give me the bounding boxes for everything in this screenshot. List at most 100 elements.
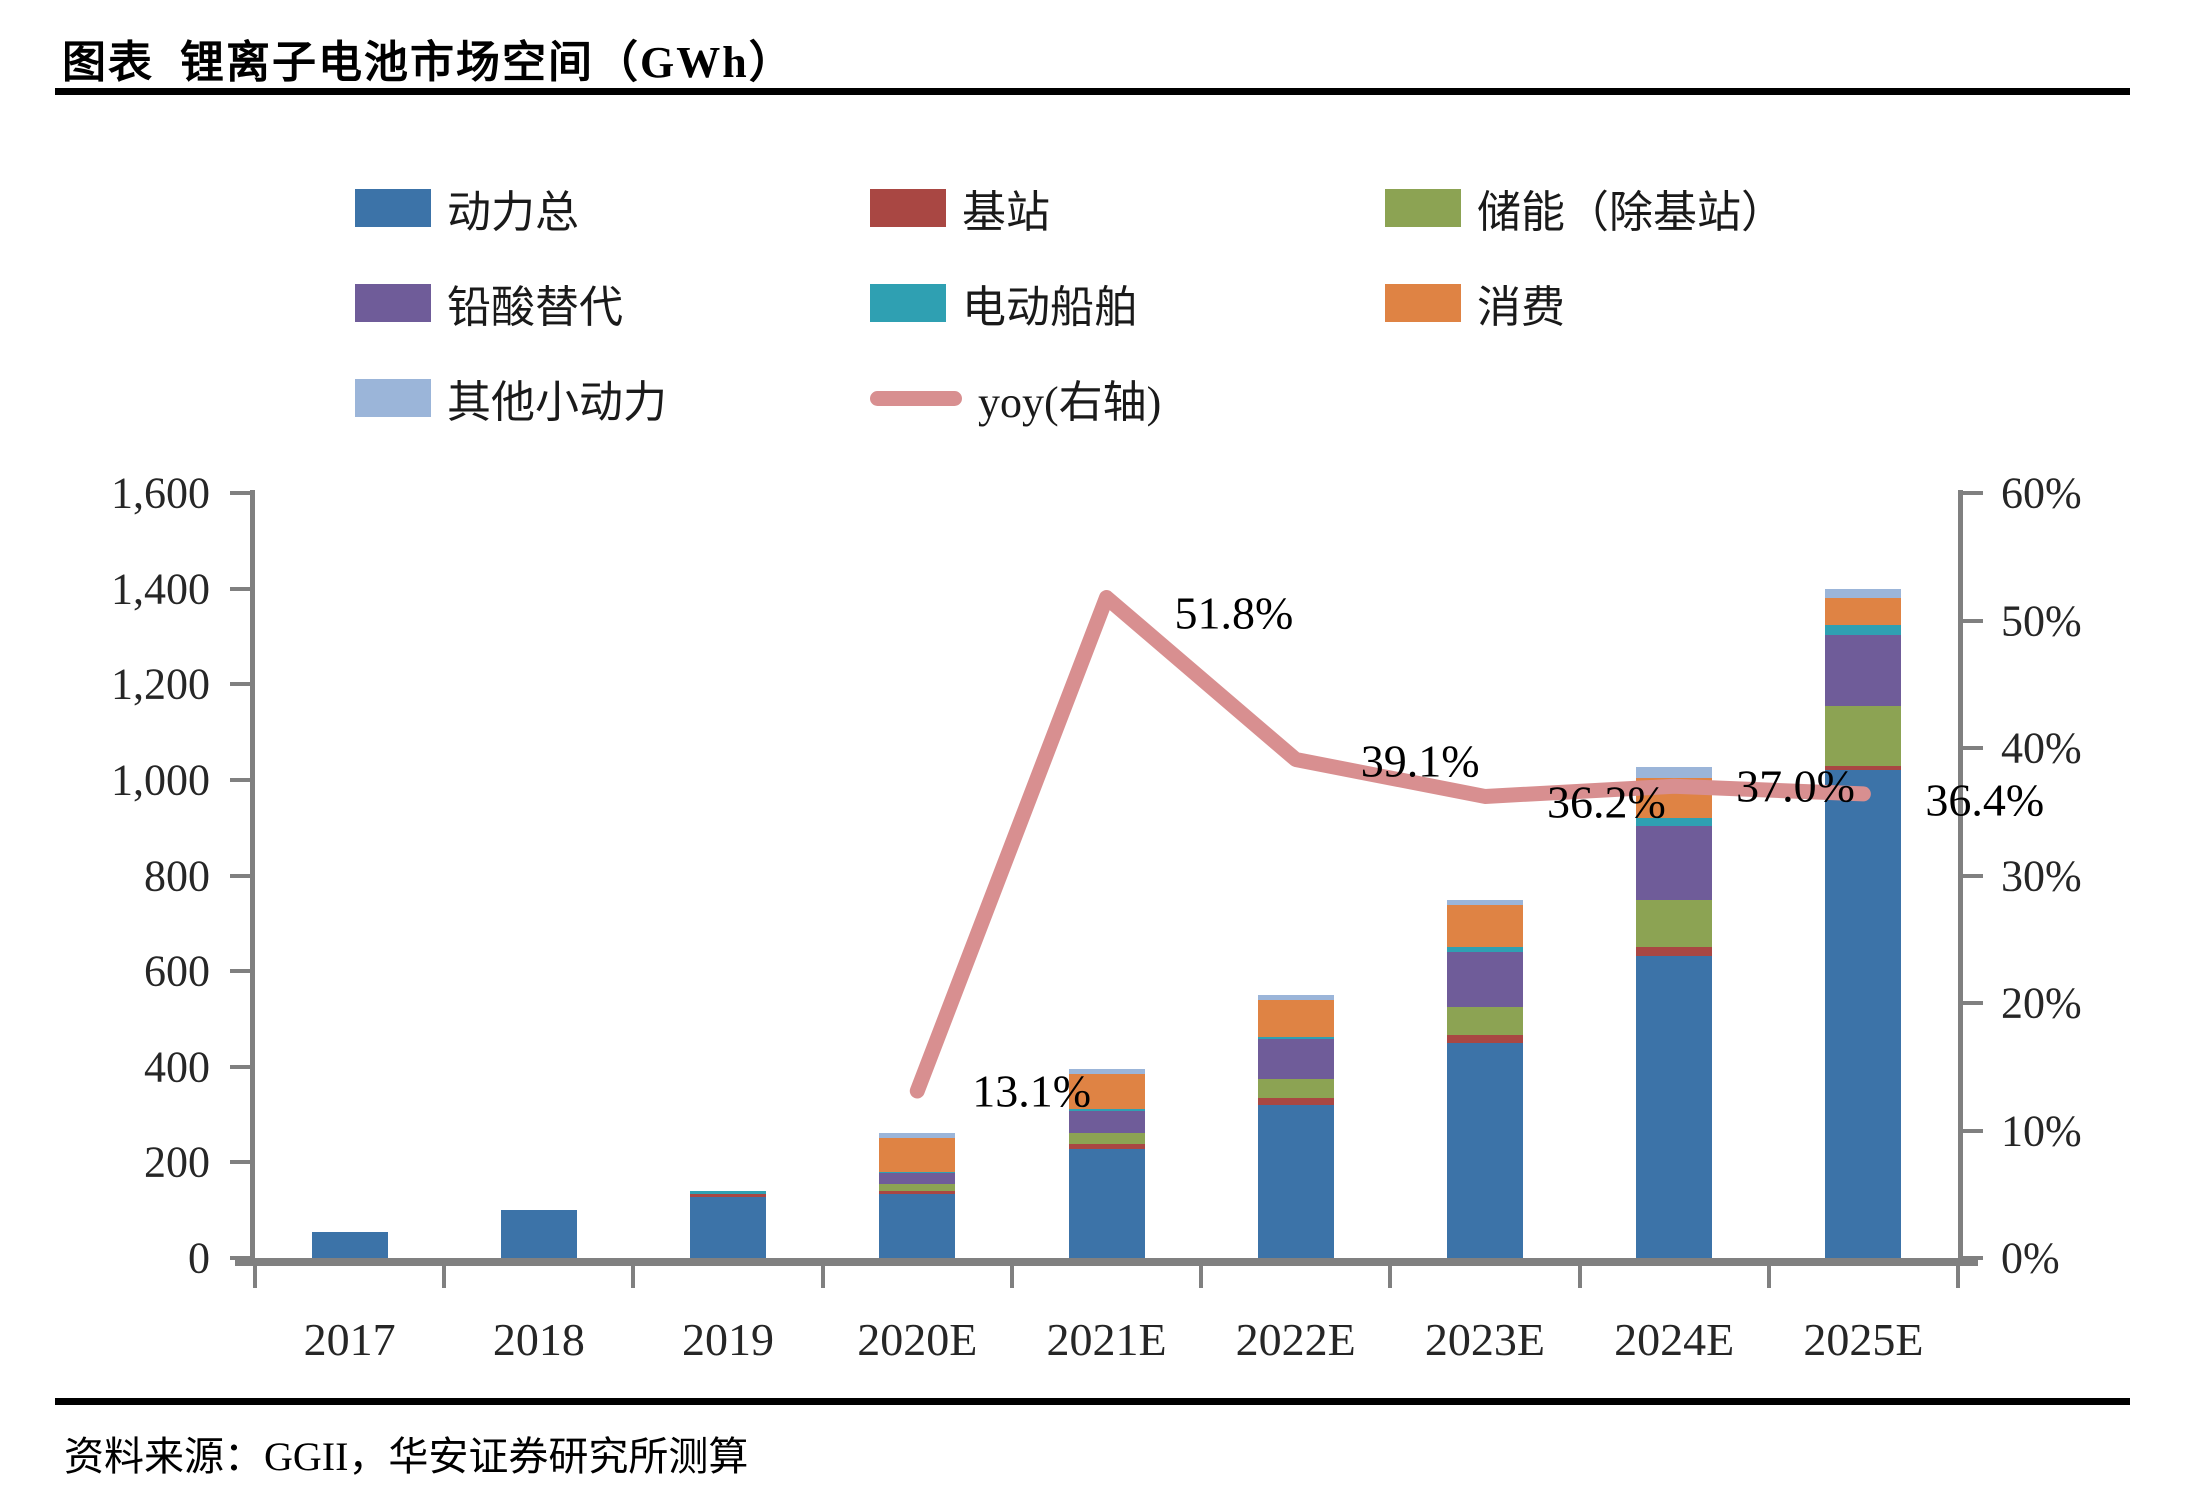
left-axis-tick-label: 800 — [144, 851, 210, 900]
yoy-point-label: 39.1% — [1360, 735, 1480, 787]
legend-item-8: yoy(右轴) — [870, 368, 1161, 428]
right-axis-tick-label: 20% — [2001, 978, 2082, 1028]
footer-divider — [55, 1398, 2130, 1405]
legend-label: yoy(右轴) — [978, 378, 1162, 427]
chart-title: 图表 锂离子电池市场空间（GWh） — [62, 38, 795, 87]
bar-segment-电动船舶 — [690, 1191, 767, 1195]
right-axis-tick — [1963, 746, 1983, 750]
bar-segment-铅酸替代 — [1446, 951, 1523, 1007]
bar-segment-消费 — [879, 1137, 956, 1172]
x-axis-category-label: 2019 — [682, 1314, 775, 1365]
left-axis-tick — [230, 969, 250, 974]
bar-segment-消费 — [1257, 999, 1334, 1037]
legend-label: 储能（除基站） — [1477, 188, 1785, 237]
legend-item-3: 储能（除基站） — [1385, 178, 1785, 238]
right-axis-tick — [1963, 1128, 1983, 1133]
bar-segment-消费 — [1825, 598, 1902, 625]
x-axis-category-label: 2017 — [303, 1314, 396, 1365]
bar-segment-动力总 — [1446, 1042, 1523, 1258]
right-axis-tick-label: 30% — [2001, 851, 2082, 900]
bar-segment-电动船舶 — [1446, 946, 1523, 952]
x-axis-category-label: 2021E — [1046, 1314, 1167, 1365]
left-axis-tick-label: 600 — [144, 946, 210, 996]
left-axis-tick — [230, 586, 250, 591]
legend-swatch-icon — [1385, 189, 1461, 227]
legend-item-6: 消费 — [1385, 273, 1565, 333]
left-axis-tick — [230, 777, 250, 782]
bar-segment-铅酸替代 — [1068, 1111, 1145, 1134]
left-axis-line — [250, 490, 255, 1258]
x-axis-category-label: 2018 — [492, 1314, 585, 1365]
left-axis-tick-label: 1,400 — [111, 564, 210, 614]
left-axis-tick — [230, 682, 250, 687]
left-axis-tick-label: 0 — [188, 1233, 210, 1283]
left-axis-tick — [230, 1064, 250, 1069]
right-axis-tick-label: 50% — [2001, 596, 2082, 645]
bar-segment-储能（除基站） — [1636, 900, 1713, 948]
legend-swatch-icon — [355, 284, 431, 322]
bar-segment-其他小动力 — [1825, 588, 1902, 599]
bar-segment-储能（除基站） — [1825, 706, 1902, 766]
legend-swatch-icon — [355, 189, 431, 227]
bar-segment-铅酸替代 — [1825, 635, 1902, 707]
left-axis-tick-label: 1,600 — [111, 468, 210, 518]
bar-segment-基站 — [690, 1194, 767, 1197]
bar-segment-电动船舶 — [1068, 1109, 1145, 1112]
bar-segment-动力总 — [1257, 1105, 1334, 1258]
bar-segment-动力总 — [311, 1231, 388, 1258]
x-axis-tick — [442, 1266, 447, 1288]
bar-segment-储能（除基站） — [1257, 1078, 1334, 1098]
right-axis-tick — [1963, 618, 1983, 623]
bar-segment-储能（除基站） — [1068, 1133, 1145, 1145]
right-axis-tick — [1963, 1001, 1983, 1005]
legend-item-7: 其他小动力 — [355, 368, 667, 428]
legend-label: 消费 — [1477, 283, 1565, 332]
x-axis-category-label: 2022E — [1235, 1314, 1356, 1365]
bar-segment-动力总 — [500, 1210, 577, 1258]
right-axis-tick-label: 0% — [2001, 1233, 2060, 1283]
legend-swatch-icon — [355, 379, 431, 417]
x-axis-tick — [1956, 1266, 1960, 1288]
x-axis-tick — [1199, 1266, 1204, 1288]
x-axis-category-label: 2024E — [1614, 1314, 1735, 1365]
yoy-point-label: 51.8% — [1174, 587, 1294, 639]
x-axis-tick — [1388, 1266, 1393, 1288]
legend-item-4: 铅酸替代 — [355, 273, 623, 333]
yoy-point-label: 36.2% — [1546, 776, 1666, 828]
left-axis-tick — [230, 491, 250, 495]
x-axis-category-label: 2020E — [857, 1314, 978, 1365]
legend-label: 铅酸替代 — [447, 283, 623, 332]
bar-segment-储能（除基站） — [879, 1183, 956, 1192]
bar-segment-铅酸替代 — [879, 1172, 956, 1184]
yoy-point-label: 13.1% — [972, 1065, 1092, 1117]
bar-segment-动力总 — [1825, 770, 1902, 1258]
bar-segment-铅酸替代 — [1257, 1039, 1334, 1079]
yoy-point-label: 37.0% — [1736, 760, 1855, 812]
bar-segment-动力总 — [1068, 1148, 1145, 1258]
legend-line-swatch-icon — [870, 390, 962, 406]
right-axis-tick-label: 40% — [2001, 723, 2082, 773]
x-axis-tick — [1009, 1266, 1014, 1288]
legend-label: 其他小动力 — [447, 378, 667, 427]
bar-segment-基站 — [879, 1191, 956, 1194]
yoy-line — [909, 590, 1871, 1099]
source-note: 资料来源：GGII，华安证券研究所测算 — [64, 1434, 749, 1479]
left-axis-tick-label: 1,200 — [111, 659, 210, 709]
bar-segment-动力总 — [1636, 955, 1713, 1258]
bar-segment-电动船舶 — [1257, 1036, 1334, 1040]
bar-segment-消费 — [1446, 904, 1523, 947]
bar-segment-其他小动力 — [1446, 899, 1523, 905]
legend-item-1: 动力总 — [355, 178, 579, 238]
left-axis-tick-label: 1,000 — [111, 755, 210, 805]
legend-label: 电动船舶 — [962, 283, 1138, 332]
bar-segment-基站 — [1446, 1034, 1523, 1043]
x-axis-category-label: 2023E — [1424, 1314, 1545, 1365]
x-axis-category-label: 2025E — [1803, 1314, 1924, 1365]
legend-item-5: 电动船舶 — [870, 273, 1138, 333]
legend-swatch-icon — [1385, 284, 1461, 322]
bar-segment-基站 — [1257, 1097, 1334, 1105]
left-axis-tick — [230, 873, 250, 878]
left-axis-tick-label: 200 — [144, 1137, 210, 1187]
bar-segment-电动船舶 — [1825, 624, 1902, 636]
yoy-point-label: 36.4% — [1925, 774, 2045, 826]
